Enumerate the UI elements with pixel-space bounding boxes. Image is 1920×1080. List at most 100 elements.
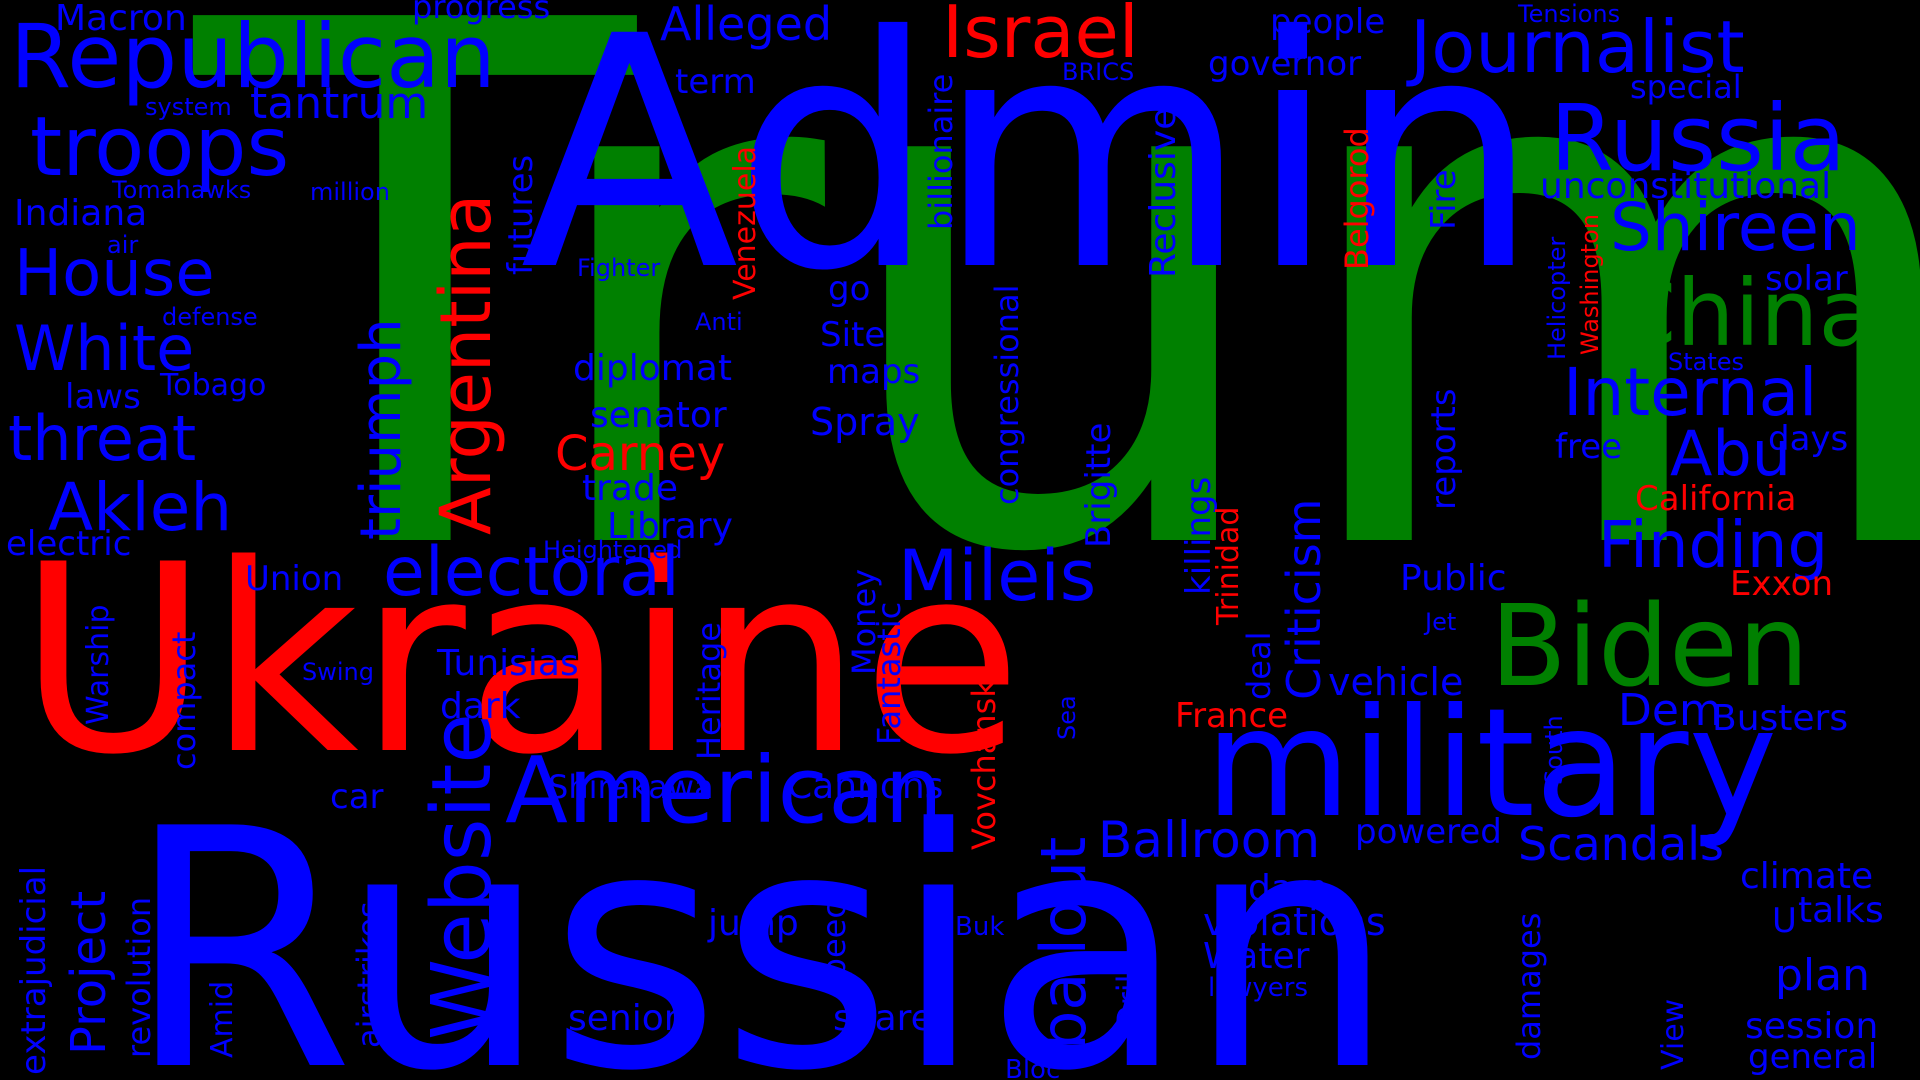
word-deal: deal	[1240, 632, 1278, 701]
word-amid: Amid	[205, 981, 240, 1058]
word-alleged: Alleged	[660, 0, 832, 51]
word-plan: plan	[1775, 950, 1870, 1001]
word-jet: Jet	[1423, 608, 1456, 636]
word-free: free	[1555, 427, 1622, 467]
word-heightened: Heightened	[543, 536, 682, 564]
word-trade: trade	[582, 468, 678, 509]
word-venezuela: Venezuela	[728, 146, 763, 300]
word-car: car	[330, 777, 384, 817]
word-admin: Admin	[520, 0, 1540, 341]
word-electric: electric	[6, 524, 131, 564]
word-days: days	[1768, 419, 1848, 459]
word-go: go	[828, 269, 870, 309]
word-solar: solar	[1765, 259, 1848, 299]
word-drill: Drill	[1110, 966, 1148, 1030]
word-bailout: bailout	[1027, 837, 1100, 1050]
word-china: China	[1612, 260, 1875, 367]
word-threat: threat	[8, 402, 196, 475]
word-diplomat: diplomat	[573, 348, 732, 389]
word-troops: troops	[30, 100, 289, 195]
word-triumph: triumph	[349, 318, 414, 540]
word-tensions: Tensions	[1517, 0, 1620, 28]
word-vovchansk: Vovchansk	[965, 679, 1003, 850]
word-maps: maps	[827, 352, 920, 392]
word-water: Water	[1203, 936, 1310, 977]
word-union: Union	[245, 559, 343, 599]
word-laws: laws	[65, 377, 141, 417]
word-reports: reports	[1424, 388, 1464, 510]
word-bloc: Bloc	[1005, 1055, 1060, 1080]
word-site: Site	[820, 315, 885, 355]
word-unconstitutional: unconstitutional	[1540, 166, 1831, 207]
word-ballroom: Ballroom	[1098, 811, 1320, 869]
word-progress: progress	[412, 0, 550, 26]
word-shares: shares	[833, 998, 952, 1039]
word-spray: Spray	[810, 400, 920, 444]
word-belgorod: Belgorod	[1338, 127, 1376, 270]
word-defense: defense	[162, 303, 258, 331]
word-vehicle: vehicle	[1328, 660, 1463, 704]
word-shirakawa: Shirakawa	[548, 768, 714, 806]
word-jump: jump	[707, 903, 799, 944]
word-washington: Washington	[1576, 214, 1604, 355]
word-tobago: Tobago	[159, 368, 266, 403]
word-swing: Swing	[302, 658, 374, 686]
word-u: U	[1772, 901, 1797, 941]
word-air: air	[107, 231, 138, 259]
word-helicopter: Helicopter	[1543, 237, 1571, 360]
word-exxon: Exxon	[1730, 564, 1833, 604]
word-speech: speech	[815, 881, 853, 995]
word-finding: Finding	[1598, 509, 1828, 583]
word-general: general	[1748, 1037, 1877, 1077]
word-house: House	[14, 237, 215, 311]
word-republican: Republican	[10, 5, 496, 108]
word-airstrikes: airstrikes	[350, 901, 388, 1048]
word-heritage: Heritage	[690, 622, 728, 760]
word-trinidad: Trinidad	[1211, 507, 1246, 626]
word-american: American	[505, 737, 943, 844]
word-military: military	[1205, 677, 1777, 851]
word-mileis: Mileis	[898, 535, 1096, 617]
word-system: system	[145, 93, 232, 121]
word-california: California	[1635, 479, 1796, 519]
word-powered: powered	[1355, 812, 1502, 852]
word-talks: talks	[1798, 890, 1884, 931]
word-trump: Trump	[184, 0, 1920, 710]
word-cannons: Cannons	[787, 766, 943, 807]
word-ukraine: Ukraine	[18, 510, 1022, 812]
word-money: Money	[845, 569, 883, 675]
word-white: White	[14, 312, 194, 385]
word-fire: Fire	[1424, 169, 1464, 230]
word-website: Website	[415, 713, 510, 1040]
word-congressional: congressional	[988, 285, 1026, 506]
word-akleh: Akleh	[48, 469, 232, 546]
word-reclusive: Reclusive	[1143, 108, 1184, 278]
word-brigitte: Brigitte	[1079, 423, 1119, 548]
word-journalist: Journalist	[1406, 5, 1745, 89]
word-violations: violations	[1203, 900, 1386, 944]
word-dam: dam	[1248, 868, 1328, 909]
word-association: association	[1275, 115, 1303, 250]
word-special: special	[1630, 68, 1742, 106]
word-million: million	[310, 178, 390, 206]
word-internal: Internal	[1563, 354, 1817, 431]
word-killings: killings	[1179, 477, 1219, 595]
word-extrajudicial: extrajudicial	[14, 866, 54, 1075]
word-busters: Busters	[1712, 698, 1848, 739]
word-term: term	[675, 62, 756, 102]
word-electoral: electoral	[383, 533, 680, 612]
word-billionaire: billionaire	[922, 74, 960, 230]
word-israel: Israel	[942, 0, 1139, 74]
word-view: View	[1656, 999, 1691, 1070]
word-anti: Anti	[695, 308, 743, 336]
word-senior: senior	[568, 998, 679, 1039]
word-damages: damages	[1510, 913, 1548, 1060]
word-biden: Biden	[1490, 582, 1809, 712]
word-shireen: Shireen	[1610, 189, 1861, 266]
word-brics: BRICS	[1062, 58, 1134, 86]
word-argentina: Argentina	[425, 194, 507, 535]
word-climate: climate	[1740, 856, 1873, 897]
word-governor: governor	[1208, 44, 1361, 84]
word-tomahawks: Tomahawks	[111, 176, 251, 204]
word-compact: compact	[165, 632, 203, 770]
